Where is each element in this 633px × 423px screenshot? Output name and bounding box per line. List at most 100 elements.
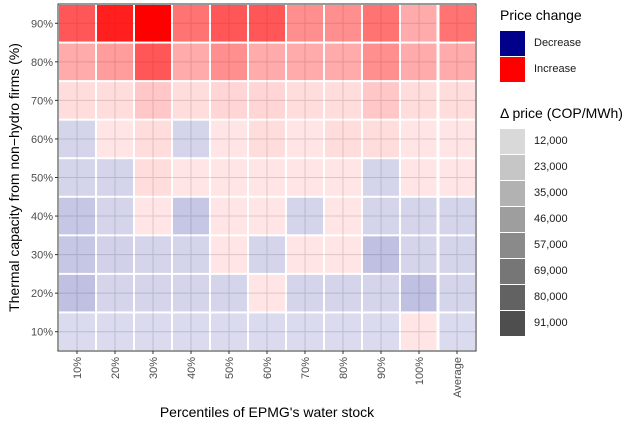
y-tick-label: 50% [31, 173, 53, 185]
heatmap-cell [325, 120, 361, 158]
heatmap-cell [363, 274, 399, 312]
price-swatch [500, 180, 525, 206]
price-swatch [500, 154, 525, 180]
heatmap-cell [211, 313, 247, 350]
heatmap-cell [439, 43, 475, 81]
legend-item-increase: Increase [500, 56, 633, 82]
price-legend: Δ price (COP/MWh) 12,000 23,000 35,000 46,0… [500, 104, 633, 336]
price-swatch [500, 310, 525, 336]
price-swatch [500, 206, 525, 232]
heatmap-cell [211, 236, 247, 273]
heatmap-cell [97, 274, 133, 312]
heatmap-cell [211, 197, 247, 235]
price-legend-item: 12,000 [500, 128, 633, 154]
heatmap-cell [97, 82, 133, 119]
heatmap-cell [287, 274, 323, 312]
heatmap-cell [173, 120, 209, 158]
heatmap-cell [135, 5, 171, 42]
heatmap-cell [325, 82, 361, 119]
price-label: 23,000 [534, 161, 568, 173]
heatmap-cell [401, 82, 437, 119]
heatmap-cell [249, 159, 285, 196]
heatmap-cell [401, 120, 437, 158]
price-label: 57,000 [534, 239, 568, 251]
price-swatch [500, 232, 525, 258]
heatmap-cell [135, 159, 171, 196]
price-label: 69,000 [534, 265, 568, 277]
heatmap-cell [59, 5, 95, 42]
heatmap-cell [59, 82, 95, 119]
heatmap-cell [325, 236, 361, 273]
heatmap-cell [59, 197, 95, 235]
price-legend-item: 91,000 [500, 310, 633, 336]
heatmap-cell [287, 5, 323, 42]
heatmap-cell [439, 274, 475, 312]
x-axis-title: Percentiles of EPMG's water stock [160, 404, 375, 420]
price-swatch [500, 284, 525, 310]
heatmap-cell [287, 82, 323, 119]
y-tick-label: 70% [31, 95, 53, 107]
heatmap-cell [287, 236, 323, 273]
price-legend-item: 46,000 [500, 206, 633, 232]
x-axis-ticks: 10% 20% 30% 40% 50% 60% 70% 80% 90% 100% Average [72, 351, 464, 398]
heatmap-cell [97, 159, 133, 196]
heatmap-cell [363, 120, 399, 158]
heatmap-cell [401, 43, 437, 81]
x-tick-label: Average [452, 357, 464, 398]
color-legend: Price change Decrease Increase [500, 6, 633, 82]
price-legend-item: 35,000 [500, 180, 633, 206]
x-tick-label: 10% [72, 357, 84, 379]
y-tick-label: 20% [31, 288, 53, 300]
heatmap-cell [135, 313, 171, 350]
heatmap-cell [211, 274, 247, 312]
heatmap-cell [211, 43, 247, 81]
price-label: 35,000 [534, 187, 568, 199]
x-tick-label: 60% [262, 357, 274, 379]
heatmap-cell [97, 120, 133, 158]
y-tick-label: 80% [31, 57, 53, 69]
x-tick-label: 80% [338, 357, 350, 379]
price-legend-item: 57,000 [500, 232, 633, 258]
legend: Price change Decrease Increase Δ price (… [500, 6, 633, 336]
y-tick-label: 60% [31, 134, 53, 146]
price-swatch [500, 128, 525, 154]
increase-label: Increase [534, 63, 577, 75]
x-tick-label: 50% [224, 357, 236, 379]
decrease-label: Decrease [534, 37, 582, 49]
heatmap-cell [401, 313, 437, 350]
decrease-swatch [500, 30, 525, 56]
heatmap-cell [249, 197, 285, 235]
color-legend-title: Price change [500, 7, 582, 23]
heatmap-cell [97, 236, 133, 273]
y-axis-ticks: 10% 20% 30% 40% 50% 60% 70% 80% 90% [31, 18, 58, 339]
x-tick-label: 30% [148, 357, 160, 379]
increase-swatch [500, 56, 525, 82]
y-axis-title: Thermal capacity from non−hydro firms (%… [6, 43, 22, 312]
heatmap-cell [325, 274, 361, 312]
heatmap-cell [97, 197, 133, 235]
heatmap-cell [59, 120, 95, 158]
price-legend-title: Δ price (COP/MWh) [500, 105, 623, 121]
price-label: 12,000 [534, 135, 568, 147]
heatmap-cell [401, 197, 437, 235]
heatmap-cell [287, 120, 323, 158]
heatmap-cell [135, 274, 171, 312]
heatmap-cell [439, 5, 475, 42]
heatmap-cell [287, 43, 323, 81]
heatmap-cell [287, 159, 323, 196]
heatmap-cell [249, 120, 285, 158]
y-tick-label: 90% [31, 18, 53, 30]
heatmap-cell [173, 236, 209, 273]
heatmap-cell [325, 5, 361, 42]
heatmap-cell [325, 313, 361, 350]
heatmap-cell [59, 43, 95, 81]
heatmap-cell [59, 236, 95, 273]
heatmap-cell [59, 313, 95, 350]
price-legend-item: 69,000 [500, 258, 633, 284]
heatmap-cell [249, 43, 285, 81]
heatmap-cell [439, 236, 475, 273]
heatmap-cell [173, 274, 209, 312]
heatmap-cell [135, 82, 171, 119]
heatmap-cell [173, 159, 209, 196]
